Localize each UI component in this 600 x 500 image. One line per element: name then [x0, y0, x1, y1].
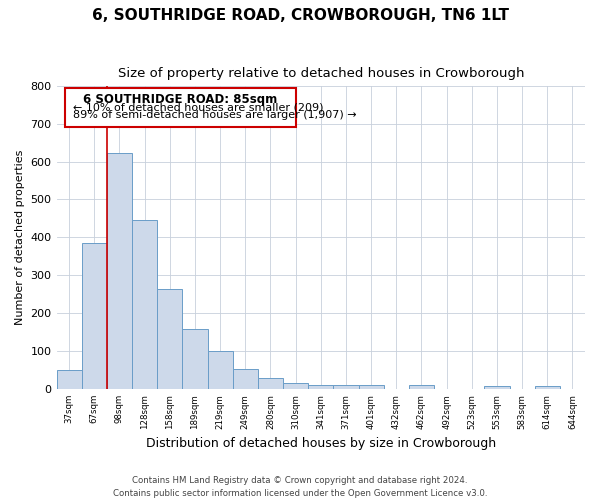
X-axis label: Distribution of detached houses by size in Crowborough: Distribution of detached houses by size … [146, 437, 496, 450]
Bar [283, 383, 308, 389]
Text: ← 10% of detached houses are smaller (209): ← 10% of detached houses are smaller (20… [73, 102, 323, 112]
Text: 89% of semi-detached houses are larger (1,907) →: 89% of semi-detached houses are larger (… [73, 110, 356, 120]
Text: Contains HM Land Registry data © Crown copyright and database right 2024.
Contai: Contains HM Land Registry data © Crown c… [113, 476, 487, 498]
Bar [308, 385, 334, 389]
Text: 6, SOUTHRIDGE ROAD, CROWBOROUGH, TN6 1LT: 6, SOUTHRIDGE ROAD, CROWBOROUGH, TN6 1LT [91, 8, 509, 22]
Bar [484, 386, 509, 389]
Bar [82, 243, 107, 389]
Text: 6 SOUTHRIDGE ROAD: 85sqm: 6 SOUTHRIDGE ROAD: 85sqm [83, 93, 278, 106]
Bar [157, 288, 182, 389]
Bar [208, 351, 233, 389]
Bar [233, 369, 258, 389]
Title: Size of property relative to detached houses in Crowborough: Size of property relative to detached ho… [118, 68, 524, 80]
Bar [409, 385, 434, 389]
Y-axis label: Number of detached properties: Number of detached properties [15, 150, 25, 325]
Bar [107, 153, 132, 389]
Bar [56, 370, 82, 389]
Bar [359, 385, 383, 389]
Bar [132, 220, 157, 389]
FancyBboxPatch shape [65, 88, 296, 127]
Bar [182, 329, 208, 389]
Bar [258, 378, 283, 389]
Bar [535, 386, 560, 389]
Bar [334, 385, 359, 389]
